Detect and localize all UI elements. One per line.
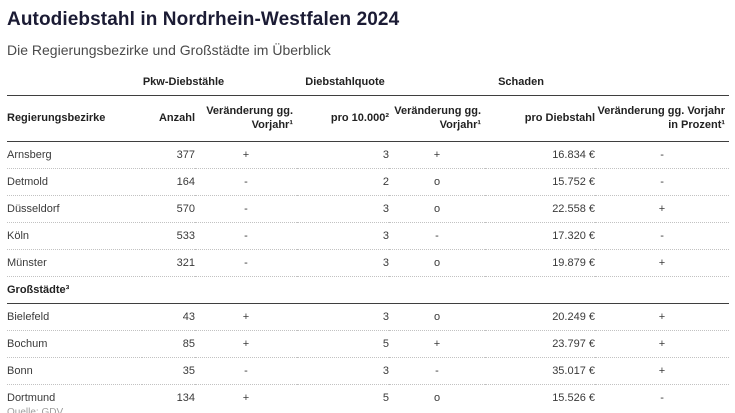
table-cell: + — [195, 141, 297, 169]
row-label: Köln — [7, 222, 142, 250]
table-row: Detmold 164-2 o 15.752 € - — [7, 168, 730, 196]
row-label: Düsseldorf — [7, 195, 142, 223]
table-cell: 35.017 € — [485, 357, 596, 385]
table-cell: 20.249 € — [485, 303, 596, 331]
group-header-diebstahlquote: Diebstahlquote — [297, 73, 486, 96]
page-subtitle: Die Regierungsbezirke und Großstädte im … — [7, 42, 331, 58]
table-cell: 2 — [297, 168, 389, 196]
column-header-pro-diebstahl: pro Diebstahl — [485, 95, 596, 142]
table-cell: + — [595, 249, 730, 277]
table-cell: 3 — [297, 195, 389, 223]
table-cell: - — [195, 357, 297, 385]
table-cell: o — [433, 392, 441, 404]
table-cell: 15.526 € — [552, 392, 596, 404]
row-label: Münster — [7, 249, 142, 277]
table-row: Köln 533-3-17.320 € - — [7, 222, 730, 250]
table-cell: o — [389, 303, 486, 331]
table-cell: 570 — [142, 195, 195, 223]
table-cell: o — [389, 249, 486, 277]
column-header-veraenderung-quote: Veränderung gg. Vorjahr¹ — [389, 95, 486, 142]
row-label: Bielefeld — [7, 303, 142, 331]
table-row: Bielefeld 43 +3 o 20.249 € + — [7, 303, 730, 331]
table-cell: + — [595, 357, 730, 385]
table-cell: - — [389, 357, 486, 385]
row-label: Dortmund — [7, 392, 56, 404]
table-row: Bochum 85 +5 +23.797 € + — [7, 330, 730, 358]
table-cell: 3 — [297, 303, 389, 331]
table-cell: - — [195, 195, 297, 223]
table-cell: + — [389, 141, 486, 169]
table-cell: 134 — [176, 392, 195, 404]
table-cell: + — [595, 330, 730, 358]
table-body: Arnsberg 377 +3 +16.834 € - Detmold 164-2 o 15.7… — [7, 141, 730, 408]
table-row: Münster 321-3 o 19.879 € + — [7, 249, 730, 277]
page-title: Autodiebstahl in Nordrhein-Westfalen 202… — [7, 9, 400, 30]
group-header-schaden: Schaden — [485, 73, 730, 96]
group-header-spacer — [7, 73, 142, 96]
table-cell: 85 — [142, 330, 195, 358]
table-cell: + — [195, 330, 297, 358]
table-cell: - — [389, 222, 486, 250]
table-row: Arnsberg 377 +3 +16.834 € - — [7, 141, 730, 169]
column-header-veraenderung-anzahl: Veränderung gg. Vorjahr¹ — [195, 95, 297, 142]
table-cell: - — [595, 141, 730, 169]
column-header-pro-10000: pro 10.000² — [297, 95, 389, 142]
table-cell: - — [660, 392, 664, 404]
table-cell: 43 — [142, 303, 195, 331]
column-header-row: Regierungsbezirke Anzahl Veränderung gg.… — [7, 95, 730, 142]
table-cell: 3 — [297, 249, 389, 277]
car-theft-table: Pkw-Diebstähle Diebstahlquote Schaden Re… — [7, 73, 730, 408]
table-cell: - — [195, 168, 297, 196]
row-label: Detmold — [7, 168, 142, 196]
table-cell: + — [242, 392, 250, 404]
table-cell: - — [195, 222, 297, 250]
table-cell: 3 — [297, 141, 389, 169]
group-header-pkw-diebstaehle: Pkw-Diebstähle — [142, 73, 297, 96]
table-cell: - — [195, 249, 297, 277]
table-cell: 164 — [142, 168, 195, 196]
source-note: Quelle: GDV — [7, 407, 64, 413]
table-cell: o — [389, 195, 486, 223]
table-cell: 3 — [297, 357, 389, 385]
table-row: Bonn 35-3-35.017 € + — [7, 357, 730, 385]
row-label: Arnsberg — [7, 141, 142, 169]
table-cell: 17.320 € — [485, 222, 596, 250]
table-cell: 377 — [142, 141, 195, 169]
table-cell: 16.834 € — [485, 141, 596, 169]
table-cell: - — [595, 222, 730, 250]
table-cell: 3 — [297, 222, 389, 250]
table-cell: - — [595, 168, 730, 196]
table-row: Dortmund 134 +5 o 15.526 € - — [7, 385, 729, 408]
column-header-anzahl: Anzahl — [142, 95, 195, 142]
table-cell: + — [595, 195, 730, 223]
section-header-label: Großstädte³ — [7, 276, 730, 304]
table-cell: 15.752 € — [485, 168, 596, 196]
group-header-row: Pkw-Diebstähle Diebstahlquote Schaden — [7, 73, 730, 96]
table-cell: 35 — [142, 357, 195, 385]
row-label: Bochum — [7, 330, 142, 358]
column-header-veraenderung-prozent: Veränderung gg. Vorjahr in Prozent¹ — [595, 95, 730, 142]
table-row: Düsseldorf 570-3 o 22.558 € + — [7, 195, 730, 223]
row-label: Bonn — [7, 357, 142, 385]
table-cell: o — [389, 168, 486, 196]
table-cell: + — [389, 330, 486, 358]
column-header-regierungsbezirke: Regierungsbezirke — [7, 95, 142, 142]
table-cell: + — [195, 303, 297, 331]
table-cell: 19.879 € — [485, 249, 596, 277]
table-cell: 533 — [142, 222, 195, 250]
table-cell: 22.558 € — [485, 195, 596, 223]
table-cell: + — [595, 303, 730, 331]
table-cell: 321 — [142, 249, 195, 277]
table-cell: 5 — [297, 330, 389, 358]
table-cell: 23.797 € — [485, 330, 596, 358]
section-header-row: Großstädte³ — [7, 276, 730, 304]
table-cell: 5 — [382, 392, 389, 404]
